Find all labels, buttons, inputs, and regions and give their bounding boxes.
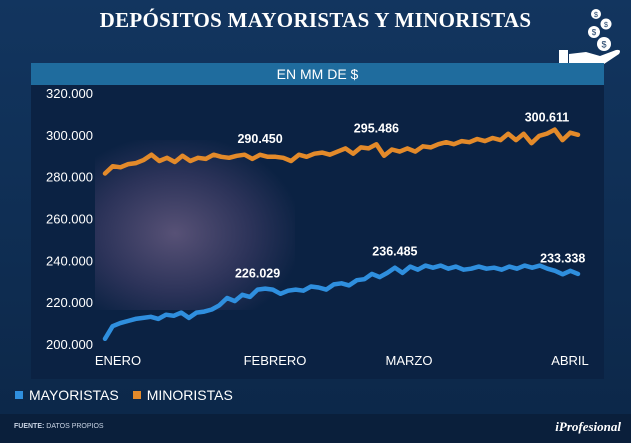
series-line-mayoristas [102,263,581,342]
y-tick-label: 240.000 [46,253,93,268]
legend-item-minoristas: MINORISTAS [132,387,233,403]
x-tick-label: ENERO [95,353,141,368]
brand-logo: iProfesional [555,419,621,434]
banknotes-photo [95,140,295,310]
y-tick-label: 280.000 [46,170,93,185]
legend-label-minoristas: MINORISTAS [146,387,233,403]
data-label: 290.450 [237,132,282,146]
svg-text:$: $ [601,40,606,50]
y-tick-label: 300.000 [46,128,93,143]
legend-swatch-minoristas [132,391,141,399]
footer: FUENTE: DATOS PROPIOS iProfesional [0,414,631,443]
legend-item-mayoristas: MAYORISTAS [15,387,119,403]
data-label: 295.486 [354,121,399,135]
data-label: 226.029 [235,267,280,281]
chart-subtitle: EN MM DE $ [31,63,604,85]
hand-with-coins-icon: $ $ $ $ [559,9,620,68]
legend-swatch-mayoristas [15,391,23,399]
x-tick-label: FEBRERO [244,353,307,368]
legend: MAYORISTAS MINORISTAS [15,387,247,403]
data-label: 300.611 [525,111,570,125]
x-tick-label: ABRIL [551,353,589,368]
legend-label-mayoristas: MAYORISTAS [29,387,119,403]
data-label: 236.485 [372,245,417,259]
x-tick-label: MARZO [386,353,433,368]
svg-text:$: $ [594,12,598,19]
y-tick-label: 200.000 [46,337,93,352]
line-chart: 200.000 220.000 240.000 260.000 280.000 300.0… [46,86,589,368]
source-text: DATOS PROPIOS [46,423,104,430]
source-label: FUENTE: [14,423,45,430]
y-tick-label: 260.000 [46,212,93,227]
chart-title: DEPÓSITOS MAYORISTAS Y MINORISTAS [99,8,532,32]
data-label: 233.338 [540,251,585,265]
y-tick-label: 320.000 [46,86,93,101]
series-line-minoristas [102,127,581,176]
y-tick-label: 220.000 [46,295,93,310]
svg-text:$: $ [604,22,608,29]
svg-text:$: $ [592,28,597,37]
source-note: FUENTE: DATOS PROPIOS [14,423,104,430]
